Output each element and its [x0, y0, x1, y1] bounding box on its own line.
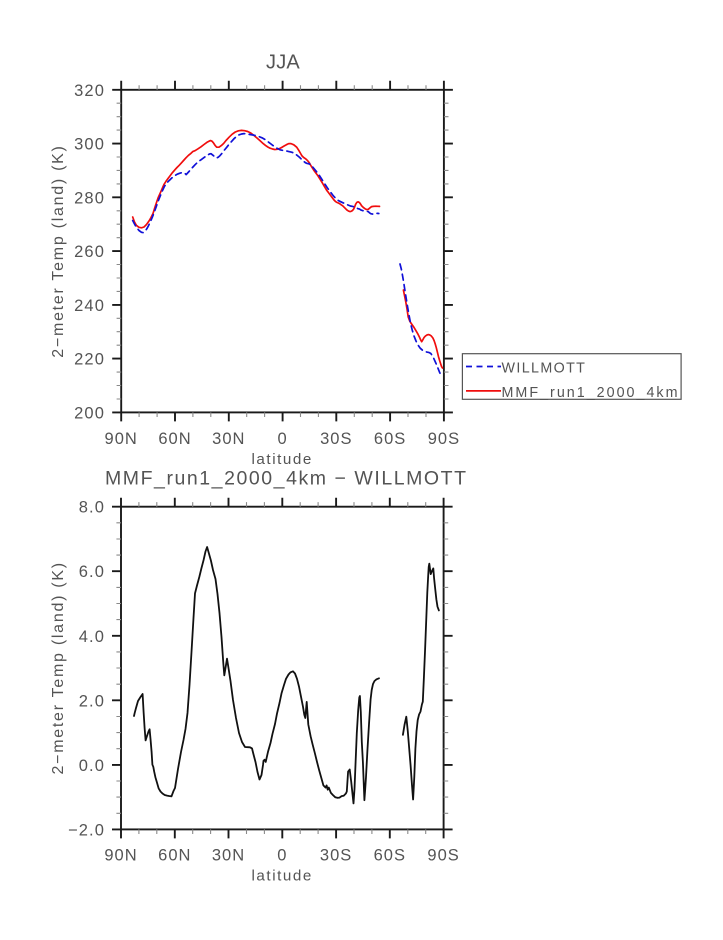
svg-text:2.0: 2.0: [79, 692, 105, 710]
svg-text:JJA: JJA: [266, 52, 300, 74]
svg-text:MMF_run1_2000_4km: MMF_run1_2000_4km: [502, 385, 678, 401]
svg-text:2−meter Temp (land) (K): 2−meter Temp (land) (K): [50, 145, 67, 358]
svg-text:60S: 60S: [374, 430, 406, 448]
svg-text:260: 260: [74, 243, 105, 261]
svg-text:MMF_run1_2000_4km − WILLMOTT: MMF_run1_2000_4km − WILLMOTT: [105, 467, 466, 489]
svg-text:4.0: 4.0: [79, 628, 105, 646]
svg-text:30N: 30N: [212, 847, 245, 865]
svg-text:60N: 60N: [158, 847, 191, 865]
svg-text:30N: 30N: [212, 430, 245, 448]
svg-text:90N: 90N: [104, 847, 137, 865]
svg-text:90S: 90S: [427, 847, 459, 865]
svg-text:2−meter Temp (land) (K): 2−meter Temp (land) (K): [50, 562, 67, 775]
svg-text:280: 280: [74, 189, 105, 207]
svg-text:6.0: 6.0: [79, 563, 105, 581]
svg-text:0.0: 0.0: [79, 757, 105, 775]
svg-text:latitude: latitude: [252, 867, 313, 884]
svg-text:60N: 60N: [158, 430, 191, 448]
svg-text:latitude: latitude: [252, 451, 313, 468]
svg-text:30S: 30S: [320, 430, 352, 448]
svg-text:220: 220: [74, 351, 105, 369]
svg-text:240: 240: [74, 297, 105, 315]
svg-text:90N: 90N: [105, 430, 138, 448]
svg-text:320: 320: [74, 82, 105, 100]
svg-text:0: 0: [277, 847, 287, 865]
svg-text:30S: 30S: [320, 847, 352, 865]
svg-text:WILLMOTT: WILLMOTT: [502, 361, 586, 377]
svg-text:60S: 60S: [374, 847, 406, 865]
svg-text:200: 200: [74, 404, 105, 422]
svg-text:−2.0: −2.0: [68, 821, 105, 839]
svg-text:0: 0: [278, 430, 288, 448]
svg-text:300: 300: [74, 136, 105, 154]
svg-text:8.0: 8.0: [79, 499, 105, 517]
svg-text:90S: 90S: [428, 430, 460, 448]
